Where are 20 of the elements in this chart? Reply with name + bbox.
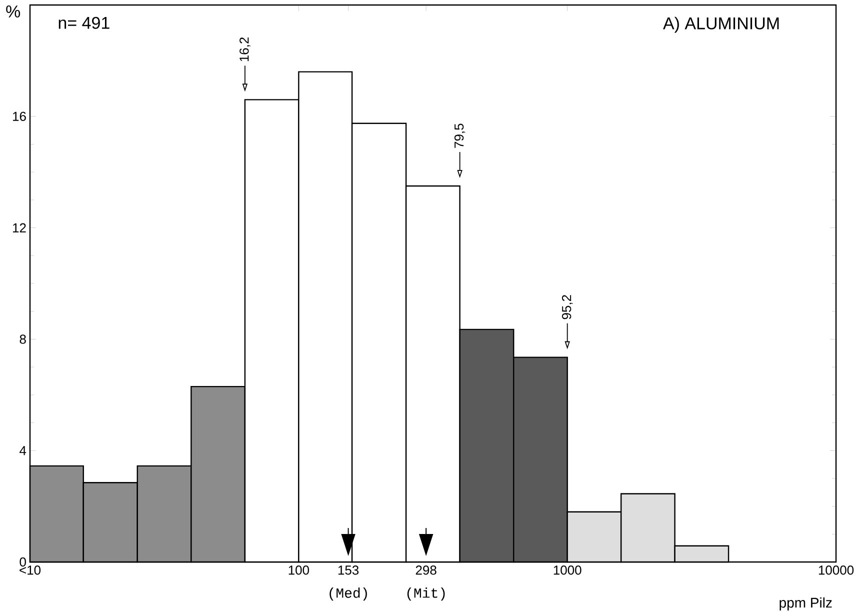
y-tick-label: 8 xyxy=(20,334,26,344)
annotation: 79,5 xyxy=(454,124,466,148)
x-axis-title: ppm Pilz xyxy=(780,597,832,610)
annotation: 95,2 xyxy=(562,295,573,320)
y-tick-label: 16 xyxy=(13,112,26,121)
x-tick-label: 10000 xyxy=(818,566,854,575)
x-tick-label: 153 xyxy=(338,566,359,575)
text: A) ALUMINIUM xyxy=(663,16,779,33)
x-tick-label: <10 xyxy=(20,566,41,575)
y-tick-label: 0 xyxy=(20,557,26,567)
x-tick-label: 298 xyxy=(416,566,436,575)
y-tick-label: 4 xyxy=(20,446,26,456)
x-tick-label: 100 xyxy=(288,566,310,575)
annotation: 16,2 xyxy=(240,38,250,62)
annotation: (Med) xyxy=(330,588,367,601)
y-axis-title: % xyxy=(6,6,20,18)
x-tick-label: 1000 xyxy=(554,566,582,575)
annotation: n= 491 xyxy=(58,16,110,29)
y-tick-label: 12 xyxy=(13,223,26,232)
annotation: (Mit) xyxy=(407,588,445,601)
